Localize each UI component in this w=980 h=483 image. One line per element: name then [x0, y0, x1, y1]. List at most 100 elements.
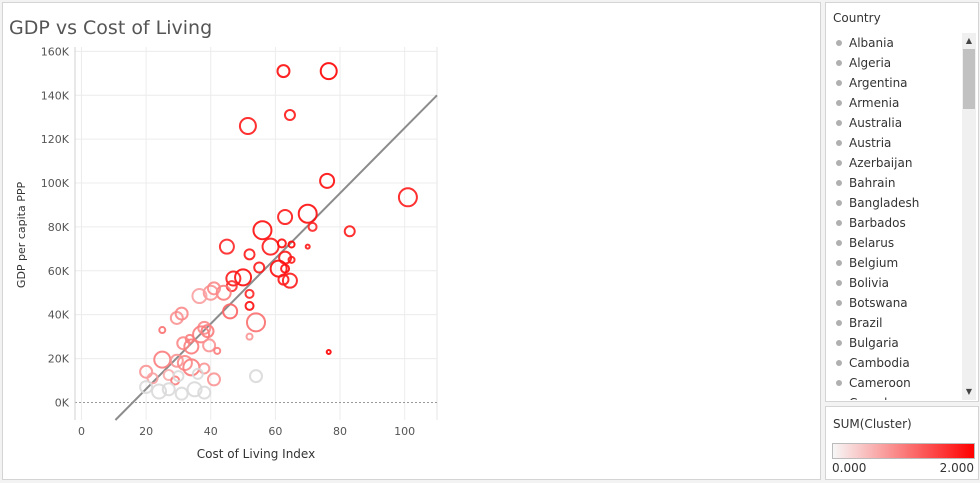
- data-point[interactable]: [225, 270, 242, 287]
- country-item[interactable]: Brazil: [832, 313, 960, 333]
- country-marker-icon: [836, 160, 842, 166]
- data-point[interactable]: [174, 306, 189, 321]
- scroll-up-icon[interactable]: ▲: [965, 36, 973, 45]
- data-point[interactable]: [158, 326, 167, 335]
- data-point[interactable]: [287, 240, 296, 249]
- data-point[interactable]: [191, 288, 208, 305]
- data-point[interactable]: [397, 187, 418, 208]
- data-point[interactable]: [277, 273, 290, 286]
- data-point[interactable]: [277, 209, 294, 226]
- country-label: Armenia: [849, 96, 900, 110]
- x-tick-label: 40: [204, 425, 218, 438]
- data-point[interactable]: [153, 350, 172, 369]
- data-point[interactable]: [172, 370, 185, 383]
- data-point[interactable]: [280, 263, 291, 274]
- country-item[interactable]: Belgium: [832, 253, 960, 273]
- data-point[interactable]: [252, 220, 273, 241]
- data-point[interactable]: [283, 109, 296, 122]
- country-label: Bangladesh: [849, 196, 920, 210]
- country-item[interactable]: Argentina: [832, 73, 960, 93]
- data-point[interactable]: [139, 380, 154, 395]
- data-point[interactable]: [281, 272, 298, 289]
- y-tick-label: 20K: [48, 353, 70, 366]
- country-item[interactable]: Botswana: [832, 293, 960, 313]
- data-point[interactable]: [169, 353, 184, 368]
- data-point[interactable]: [176, 354, 193, 371]
- y-tick-label: 80K: [48, 221, 70, 234]
- data-point[interactable]: [146, 372, 159, 385]
- country-item[interactable]: Bangladesh: [832, 193, 960, 213]
- data-point[interactable]: [276, 238, 287, 249]
- country-marker-icon: [836, 120, 842, 126]
- data-point[interactable]: [213, 346, 222, 355]
- country-item[interactable]: Belarus: [832, 233, 960, 253]
- scroll-thumb[interactable]: [963, 49, 975, 109]
- data-point[interactable]: [276, 64, 291, 79]
- data-point[interactable]: [343, 225, 356, 238]
- country-item[interactable]: Bolivia: [832, 273, 960, 293]
- data-point[interactable]: [234, 268, 253, 287]
- data-point[interactable]: [174, 386, 189, 401]
- data-point[interactable]: [139, 364, 154, 379]
- x-tick-label: 80: [333, 425, 347, 438]
- legend-scrollbar[interactable]: ▲ ▼: [962, 33, 976, 400]
- data-point[interactable]: [186, 381, 203, 398]
- country-item[interactable]: Armenia: [832, 93, 960, 113]
- data-point[interactable]: [202, 338, 217, 353]
- data-point[interactable]: [192, 325, 211, 344]
- y-tick-label: 140K: [41, 89, 70, 102]
- data-point[interactable]: [161, 382, 176, 397]
- data-point[interactable]: [183, 338, 200, 355]
- data-point[interactable]: [261, 237, 280, 256]
- data-point[interactable]: [197, 385, 212, 400]
- data-point[interactable]: [319, 172, 336, 189]
- country-item[interactable]: Canada: [832, 393, 960, 400]
- x-axis-label: Cost of Living Index: [197, 447, 315, 461]
- scatter-plot[interactable]: 0 20 40 60 80 100 0K 20K 40K 60K 80K 100K 120K 140K 16…: [3, 3, 818, 477]
- data-point[interactable]: [198, 362, 211, 375]
- data-point[interactable]: [246, 312, 266, 333]
- data-point[interactable]: [200, 324, 215, 339]
- country-item[interactable]: Austria: [832, 133, 960, 153]
- x-tick-label: 0: [78, 425, 85, 438]
- country-item[interactable]: Bahrain: [832, 173, 960, 193]
- data-point[interactable]: [325, 348, 332, 355]
- scroll-down-icon[interactable]: ▼: [965, 387, 973, 396]
- country-marker-icon: [836, 200, 842, 206]
- data-point[interactable]: [249, 369, 263, 384]
- country-item[interactable]: Cambodia: [832, 353, 960, 373]
- data-point[interactable]: [176, 336, 191, 351]
- trend-line: [114, 94, 438, 421]
- data-point[interactable]: [307, 221, 318, 232]
- data-point[interactable]: [206, 281, 221, 296]
- color-legend-title: SUM(Cluster): [833, 417, 912, 431]
- data-point[interactable]: [243, 248, 256, 261]
- country-marker-icon: [836, 40, 842, 46]
- data-point[interactable]: [151, 383, 168, 400]
- data-points[interactable]: [139, 62, 418, 401]
- data-point[interactable]: [245, 332, 254, 341]
- data-point[interactable]: [191, 367, 204, 380]
- data-point[interactable]: [297, 203, 318, 224]
- country-item[interactable]: Cameroon: [832, 373, 960, 393]
- y-tick-label: 120K: [41, 133, 70, 146]
- data-point[interactable]: [206, 372, 221, 387]
- country-item[interactable]: Barbados: [832, 213, 960, 233]
- data-point[interactable]: [304, 243, 311, 250]
- data-point[interactable]: [244, 288, 255, 299]
- y-tick-label: 60K: [48, 265, 70, 278]
- data-point[interactable]: [253, 261, 266, 274]
- data-point[interactable]: [238, 116, 257, 135]
- country-item[interactable]: Bulgaria: [832, 333, 960, 353]
- country-marker-icon: [836, 140, 842, 146]
- country-label: Botswana: [849, 296, 908, 310]
- data-point[interactable]: [287, 255, 296, 264]
- country-item[interactable]: Azerbaijan: [832, 153, 960, 173]
- data-point[interactable]: [319, 62, 338, 81]
- country-item[interactable]: Albania: [832, 33, 960, 53]
- country-item[interactable]: Australia: [832, 113, 960, 133]
- data-point[interactable]: [244, 300, 255, 311]
- data-point[interactable]: [222, 303, 239, 320]
- data-point[interactable]: [218, 238, 235, 255]
- country-item[interactable]: Algeria: [832, 53, 960, 73]
